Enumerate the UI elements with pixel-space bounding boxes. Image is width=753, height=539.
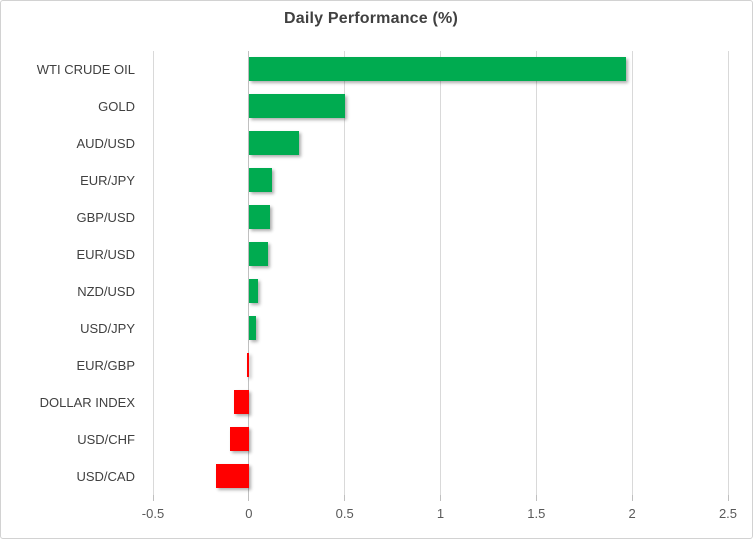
bar-row-gold [153, 88, 728, 125]
bar-gbp-usd [248, 205, 270, 229]
category-label-usd-jpy: USD/JPY [80, 321, 135, 336]
bar-usd-chf [229, 427, 249, 451]
gridline-1 [440, 51, 441, 495]
category-label-eur-jpy: EUR/JPY [80, 173, 135, 188]
x-tick-label: 0.5 [335, 506, 354, 521]
axis-tick-1.5 [535, 495, 537, 501]
category-label-gold: GOLD [98, 99, 135, 114]
bar-row-usd-jpy [153, 310, 728, 347]
gridline--0.5 [152, 51, 154, 495]
axis-tick-0 [248, 495, 250, 501]
category-label-gbp-usd: GBP/USD [76, 210, 135, 225]
bar-row-usd-cad [153, 458, 728, 495]
axis-tick-0.5 [344, 495, 346, 501]
axis-tick-2.5 [727, 495, 729, 501]
x-tick-label: -0.5 [141, 506, 165, 521]
chart-title: Daily Performance (%) [283, 10, 459, 27]
axis-tick-2 [631, 495, 633, 501]
category-label-eur-gbp: EUR/GBP [76, 358, 135, 373]
zero-axis-line [248, 51, 250, 495]
bar-wti-crude-oil [248, 57, 627, 81]
bar-row-gbp-usd [153, 199, 728, 236]
bar-eur-jpy [248, 168, 272, 192]
bar-usd-cad [216, 464, 249, 488]
gridline-1.5 [535, 51, 537, 495]
bar-eur-gbp [246, 353, 249, 377]
x-tick-label: 1 [436, 506, 445, 521]
axis-tick-1 [440, 495, 441, 501]
bar-row-eur-usd [153, 236, 728, 273]
category-label-aud-usd: AUD/USD [76, 136, 135, 151]
category-label-wti-crude-oil: WTI CRUDE OIL [36, 62, 135, 77]
bar-row-dollar-index [153, 384, 728, 421]
x-tick-label: 1.5 [527, 506, 546, 521]
plot-area [152, 51, 729, 501]
bar-nzd-usd [248, 279, 259, 303]
bar-gold [248, 94, 345, 118]
category-label-usd-cad: USD/CAD [76, 469, 135, 484]
bar-dollar-index [233, 390, 249, 414]
bar-usd-jpy [248, 316, 257, 340]
bar-row-aud-usd [153, 125, 728, 162]
category-label-nzd-usd: NZD/USD [77, 284, 135, 299]
category-axis: WTI CRUDE OIL GOLD AUD/USD EUR/JPY GBP/USD EU… [1, 51, 135, 495]
category-label-dollar-index: DOLLAR INDEX [39, 395, 135, 410]
bar-aud-usd [248, 131, 299, 155]
gridline-2.5 [727, 51, 729, 495]
category-label-usd-chf: USD/CHF [77, 432, 135, 447]
bar-eur-usd [248, 242, 268, 266]
category-label-eur-usd: EUR/USD [76, 247, 135, 262]
bar-row-usd-chf [153, 421, 728, 458]
bar-row-nzd-usd [153, 273, 728, 310]
bar-row-eur-jpy [153, 162, 728, 199]
x-tick-label: 0 [245, 506, 253, 521]
x-tick-label: 2 [628, 506, 636, 521]
x-tick-label: 2.5 [718, 506, 738, 521]
gridline-2 [631, 51, 633, 495]
gridline-0.5 [344, 51, 346, 495]
bar-row-wti-crude-oil [153, 51, 728, 88]
axis-tick--0.5 [152, 495, 154, 501]
bar-row-eur-gbp [153, 347, 728, 384]
